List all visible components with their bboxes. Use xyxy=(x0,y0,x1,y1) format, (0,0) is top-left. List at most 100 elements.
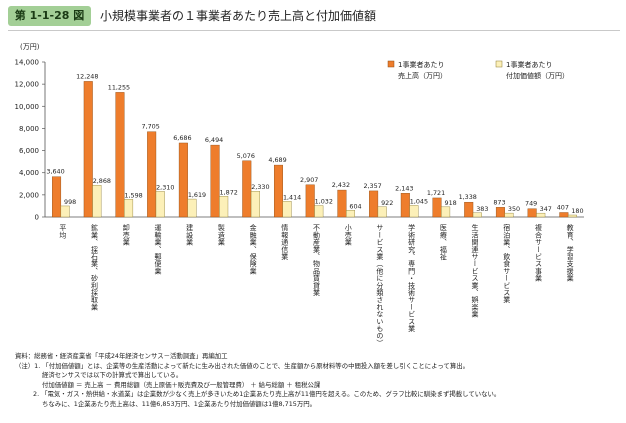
y-tick-label: 12,000 xyxy=(15,81,40,89)
bar-series-group xyxy=(52,81,577,218)
sales-value-label: 3,640 xyxy=(46,168,64,176)
sales-value-label: 2,432 xyxy=(332,181,350,189)
category-label: 医療、福祉 xyxy=(439,224,447,261)
legend-label: 1事業者あたり付加価値額（万円） xyxy=(506,60,569,80)
value-added-bar xyxy=(282,201,292,218)
value-added-value-label: 1,045 xyxy=(410,197,428,205)
value-added-value-label: 2,330 xyxy=(251,183,269,191)
sales-bar xyxy=(400,193,410,218)
category-label: 金融業、保険業 xyxy=(249,223,257,275)
figure-number-badge: 第 1-1-28 図 xyxy=(8,6,91,26)
figure-header: 第 1-1-28 図 小規模事業者の１事業者あたり売上高と付加価値額 xyxy=(0,0,626,34)
value-added-value-label: 1,414 xyxy=(283,193,301,201)
category-label: サービス業（他に分類されないもの） xyxy=(376,224,384,346)
value-added-value-label: 1,872 xyxy=(220,188,238,196)
value-added-value-label: 604 xyxy=(349,202,361,210)
data-labels-group: 3,640 998 12,248 2,868 11,255 1,598 7,705 2,310… xyxy=(46,72,583,215)
value-added-value-label: 383 xyxy=(476,205,488,213)
sales-bar xyxy=(464,201,474,218)
value-added-value-label: 1,619 xyxy=(188,191,206,199)
value-added-value-label: 998 xyxy=(64,198,76,206)
category-label: 建設業 xyxy=(186,223,194,246)
sales-bar xyxy=(559,212,569,218)
sales-value-label: 5,076 xyxy=(237,152,255,160)
value-added-bar xyxy=(409,205,419,218)
sales-value-label: 1,338 xyxy=(459,193,477,201)
y-tick-label: 8,000 xyxy=(19,125,39,133)
category-label: 鉱業、採石業、砂利採取業 xyxy=(91,223,99,311)
value-added-bar xyxy=(250,191,260,218)
category-label: 生活関連サービス業、娯楽業 xyxy=(471,223,479,318)
y-tick-label: 10,000 xyxy=(15,103,40,111)
value-added-bar xyxy=(441,206,451,218)
sales-value-label: 2,143 xyxy=(395,184,413,192)
y-tick-label: 14,000 xyxy=(15,59,40,67)
sales-value-label: 1,721 xyxy=(427,189,445,197)
note-2-continued: ちなみに、1企業あたり売上高は、11億6,853万円、1企業あたり付加価値額は1… xyxy=(42,399,317,408)
category-label: 教育、学習支援業 xyxy=(566,223,574,282)
sales-value-label: 7,705 xyxy=(142,123,160,131)
sales-value-label: 873 xyxy=(493,198,505,206)
source-note: 資料：総務省・経済産業省「平成24年経済センサス－活動調査」再編加工 xyxy=(15,352,228,360)
value-added-value-label: 1,032 xyxy=(315,198,333,206)
sales-value-label: 2,907 xyxy=(300,176,318,184)
value-added-bar xyxy=(60,205,70,218)
note-1-formula: 付加価値額 ＝ 売上高 － 費用総額（売上原価＋販売費及び一般管理費） ＋ 給与… xyxy=(42,380,321,389)
note-1: （注）1. 「付加価値額」とは、企業等の生産活動によって新たに生み出された価値の… xyxy=(15,361,469,370)
sales-value-label: 2,357 xyxy=(363,182,381,190)
category-label: 運輸業、郵便業 xyxy=(154,223,162,275)
value-added-bar xyxy=(187,198,197,218)
legend-label: 1事業者あたり売上高（万円） xyxy=(398,60,447,80)
sales-bar xyxy=(242,160,252,218)
category-label: 複合サービス事業 xyxy=(534,223,542,282)
value-added-value-label: 922 xyxy=(381,199,393,207)
value-added-value-label: 347 xyxy=(540,205,552,213)
sales-value-label: 6,686 xyxy=(173,134,191,142)
sales-bar xyxy=(147,131,157,218)
sales-value-label: 11,255 xyxy=(108,83,130,91)
value-added-bar xyxy=(155,191,165,218)
legend-swatch xyxy=(495,60,503,68)
category-label: 平均 xyxy=(59,224,67,239)
sales-bar xyxy=(52,176,62,218)
value-added-value-label: 2,310 xyxy=(156,183,174,191)
sales-bar xyxy=(115,92,125,218)
sales-bar xyxy=(305,184,315,218)
sales-bar xyxy=(527,208,537,218)
y-tick-label: 6,000 xyxy=(19,147,39,155)
value-added-bar xyxy=(536,212,546,218)
sales-bar xyxy=(337,189,347,218)
category-label: 情報通信業 xyxy=(281,223,289,261)
sales-value-label: 4,689 xyxy=(268,156,286,164)
sales-value-label: 6,494 xyxy=(205,136,223,144)
category-label: 学術研究、専門・技術サービス業 xyxy=(408,223,416,333)
value-added-bar xyxy=(504,212,514,218)
notes-section: 資料：総務省・経済産業省「平成24年経済センサス－活動調査」再編加工 （注）1.… xyxy=(15,352,623,410)
sales-bar xyxy=(495,207,505,218)
sales-bar xyxy=(369,190,379,218)
category-label: 宿泊業、飲食サービス業 xyxy=(503,223,511,304)
value-added-bar xyxy=(346,210,356,218)
legend-swatch xyxy=(387,60,395,68)
value-added-bar xyxy=(92,185,102,218)
category-label: 小売業 xyxy=(344,223,352,246)
note-2: 2. 「電気・ガス・熱供給・水道業」は企業数が少なく売上が多きいため1企業あたり… xyxy=(33,390,501,399)
value-added-bar xyxy=(567,214,577,218)
value-added-value-label: 918 xyxy=(445,199,457,207)
sales-value-label: 12,248 xyxy=(76,72,98,80)
sales-bar xyxy=(210,144,220,218)
header-divider xyxy=(8,30,620,31)
sales-bar xyxy=(178,142,188,218)
legend-value-added: 1事業者あたり付加価値額（万円） xyxy=(495,60,569,80)
y-axis-unit-label: (万円) xyxy=(20,43,40,51)
value-added-bar xyxy=(219,196,229,218)
sales-bar xyxy=(83,81,93,218)
note-1-continued: 経済センサスでは以下の計算式で算出している。 xyxy=(42,371,183,380)
value-added-value-label: 350 xyxy=(508,205,520,213)
sales-bar xyxy=(432,197,442,218)
value-added-value-label: 2,868 xyxy=(93,177,111,185)
sales-value-label: 749 xyxy=(525,200,537,208)
legend-sales: 1事業者あたり売上高（万円） xyxy=(387,60,447,80)
value-added-bar xyxy=(472,212,482,218)
sales-bar xyxy=(273,164,283,218)
